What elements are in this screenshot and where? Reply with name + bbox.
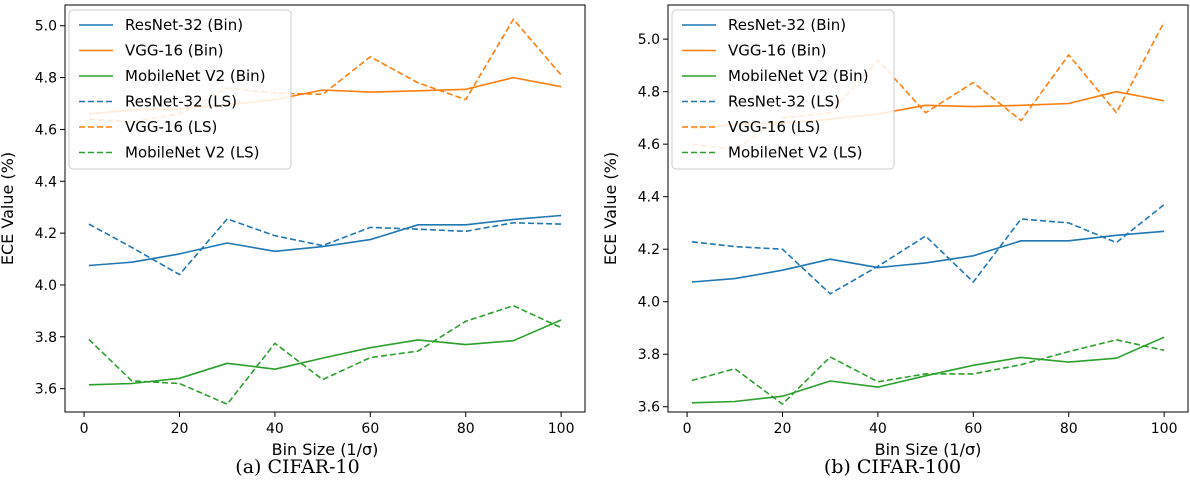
x-tick-label: 0 bbox=[80, 421, 89, 437]
x-tick-label: 40 bbox=[869, 421, 887, 437]
caption-cifar100: (b) CIFAR-100 bbox=[823, 456, 962, 478]
x-tick-label: 80 bbox=[457, 421, 475, 437]
series-line-5 bbox=[691, 338, 1165, 405]
chart-cifar10: 0 20 40 60 80 100 3.6 3.8 4.0 4.2 4.4 4.6 4.8 5.0 Bin … bbox=[0, 4, 586, 459]
legend-label-5: MobileNet V2 (LS) bbox=[728, 144, 862, 162]
legend-label-1: VGG-16 (Bin) bbox=[728, 42, 826, 60]
x-tick-label: 80 bbox=[1060, 421, 1078, 437]
series-line-3 bbox=[691, 203, 1165, 295]
series-line-5 bbox=[88, 304, 562, 406]
legend-label-1: VGG-16 (Bin) bbox=[125, 42, 223, 60]
y-tick-label: 5.0 bbox=[35, 19, 57, 35]
chart-panel-cifar10: 0 20 40 60 80 100 3.6 3.8 4.0 4.2 4.4 4.6 4.8 5.0 Bin … bbox=[0, 4, 586, 478]
y-axis-label: ECE Value (%) bbox=[0, 152, 17, 265]
x-tick-label: 60 bbox=[964, 421, 982, 437]
y-axis-label: ECE Value (%) bbox=[601, 152, 620, 265]
legend-label-3: ResNet-32 (LS) bbox=[125, 93, 237, 111]
legend-label-3: ResNet-32 (LS) bbox=[728, 93, 840, 111]
legend-label-5: MobileNet V2 (LS) bbox=[125, 144, 259, 162]
y-tick-label: 4.4 bbox=[638, 190, 660, 206]
y-tick-label: 4.0 bbox=[638, 295, 660, 311]
plot-frame bbox=[64, 4, 586, 413]
y-tick-label: 3.6 bbox=[638, 400, 660, 416]
series-line-2 bbox=[88, 319, 562, 386]
x-tick-label: 100 bbox=[548, 421, 575, 437]
y-tick-label: 5.0 bbox=[638, 32, 660, 48]
y-tick-label: 3.8 bbox=[35, 330, 57, 346]
legend-label-4: VGG-16 (LS) bbox=[728, 118, 820, 136]
legend-box bbox=[671, 9, 895, 170]
legend-label-0: ResNet-32 (Bin) bbox=[728, 16, 846, 34]
chart-cifar100: 0 20 40 60 80 100 3.6 3.8 4.0 4.2 4.4 4.6 4.8 5.0 Bin … bbox=[601, 4, 1189, 459]
y-tick-label: 4.4 bbox=[35, 174, 57, 190]
legend-label-4: VGG-16 (LS) bbox=[125, 118, 217, 136]
y-tick-label: 4.0 bbox=[35, 278, 57, 294]
x-tick-label: 0 bbox=[683, 421, 692, 437]
x-axis-label: Bin Size (1/σ) bbox=[272, 440, 379, 459]
legend-box bbox=[68, 9, 292, 170]
y-tick-label: 3.6 bbox=[35, 382, 57, 398]
series-line-0 bbox=[691, 230, 1165, 283]
x-tick-label: 40 bbox=[266, 421, 284, 437]
series-line-2 bbox=[691, 336, 1165, 404]
series-line-3 bbox=[88, 218, 562, 276]
plot-frame bbox=[667, 4, 1189, 413]
x-tick-label: 20 bbox=[774, 421, 792, 437]
x-tick-label: 100 bbox=[1151, 421, 1178, 437]
y-tick-label: 4.6 bbox=[638, 137, 660, 153]
chart-panel-cifar100: 0 20 40 60 80 100 3.6 3.8 4.0 4.2 4.4 4.6 4.8 5.0 Bin … bbox=[595, 0, 1190, 500]
y-tick-label: 3.8 bbox=[638, 347, 660, 363]
caption-cifar10: (a) CIFAR-10 bbox=[235, 456, 360, 478]
legend-label-2: MobileNet V2 (Bin) bbox=[125, 67, 266, 85]
x-tick-label: 60 bbox=[361, 421, 379, 437]
y-tick-label: 4.2 bbox=[35, 226, 57, 242]
y-tick-label: 4.6 bbox=[35, 122, 57, 138]
x-tick-label: 20 bbox=[171, 421, 189, 437]
y-tick-label: 4.8 bbox=[35, 71, 57, 87]
y-tick-label: 4.8 bbox=[638, 85, 660, 101]
series-line-0 bbox=[88, 214, 562, 267]
legend-label-2: MobileNet V2 (Bin) bbox=[728, 67, 869, 85]
x-axis-label: Bin Size (1/σ) bbox=[875, 440, 982, 459]
legend-label-0: ResNet-32 (Bin) bbox=[125, 16, 243, 34]
y-tick-label: 4.2 bbox=[638, 242, 660, 258]
